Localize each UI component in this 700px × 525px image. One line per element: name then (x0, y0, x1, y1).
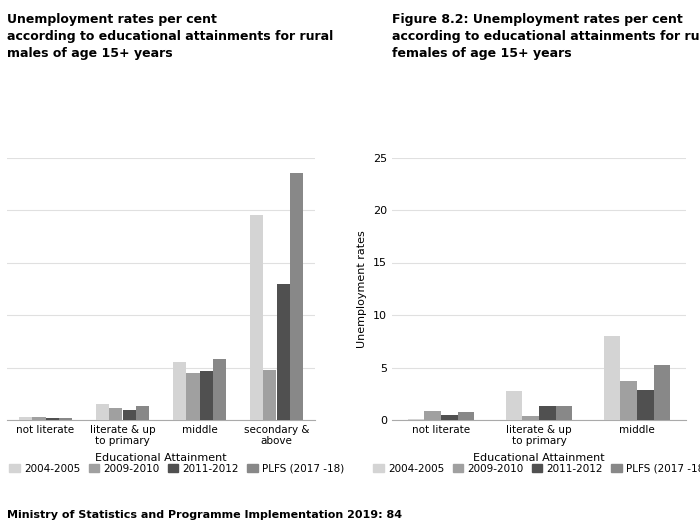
Bar (276, 284, 290, 420)
Bar (654, 365, 671, 420)
Bar (97, 404, 109, 420)
Y-axis label: Unemployment rates: Unemployment rates (358, 230, 368, 348)
Bar (637, 390, 654, 420)
Bar (539, 406, 556, 420)
Bar (620, 381, 637, 420)
Bar (290, 173, 302, 420)
Bar (458, 412, 475, 420)
Bar (441, 415, 458, 420)
Legend: 2004-2005, 2009-2010, 2011-2012, PLFS (2017 -18): 2004-2005, 2009-2010, 2011-2012, PLFS (2… (369, 459, 700, 478)
Bar (59, 418, 71, 420)
Bar (213, 359, 225, 420)
Bar (263, 370, 276, 420)
Bar (556, 406, 573, 420)
Bar (32, 417, 46, 420)
Text: Ministry of Statistics and Programme Implementation 2019: 84: Ministry of Statistics and Programme Imp… (7, 510, 402, 520)
Bar (136, 406, 148, 420)
X-axis label: Educational Attainment: Educational Attainment (473, 454, 605, 464)
Bar (174, 362, 186, 420)
X-axis label: Educational Attainment: Educational Attainment (95, 454, 227, 464)
Bar (199, 371, 213, 420)
Bar (505, 391, 522, 420)
Text: Unemployment rates per cent
according to educational attainments for rural
males: Unemployment rates per cent according to… (7, 13, 333, 60)
Bar (46, 418, 59, 420)
Legend: 2004-2005, 2009-2010, 2011-2012, PLFS (2017 -18): 2004-2005, 2009-2010, 2011-2012, PLFS (2… (5, 459, 348, 478)
Bar (522, 416, 539, 420)
Bar (603, 336, 620, 420)
Text: Figure 8.2: Unemployment rates per cent
according to educational attainments for: Figure 8.2: Unemployment rates per cent … (392, 13, 700, 60)
Bar (109, 408, 122, 420)
Bar (122, 410, 136, 420)
Bar (20, 417, 32, 420)
Bar (407, 419, 424, 420)
Bar (424, 411, 441, 420)
Bar (251, 215, 263, 420)
Bar (186, 373, 200, 420)
